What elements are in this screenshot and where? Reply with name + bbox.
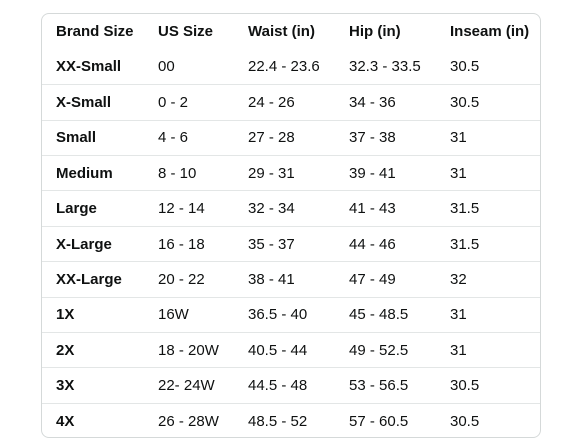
inseam-cell: 31: [436, 296, 540, 333]
hip-cell: 57 - 60.5: [335, 402, 436, 437]
waist-cell: 24 - 26: [234, 84, 335, 121]
inseam-cell: 31.5: [436, 190, 540, 227]
waist-cell: 32 - 34: [234, 190, 335, 227]
brand-size-cell: X-Small: [42, 84, 144, 121]
inseam-cell: 30.5: [436, 84, 540, 121]
waist-cell: 36.5 - 40: [234, 296, 335, 333]
size-chart-table: Brand Size US Size Waist (in) Hip (in) I…: [41, 13, 541, 438]
inseam-cell: 32: [436, 261, 540, 298]
inseam-cell: 31: [436, 119, 540, 156]
table-row: XX-Large 20 - 22 38 - 41 47 - 49 32: [42, 261, 540, 298]
us-size-cell: 22- 24W: [144, 367, 234, 404]
hip-cell: 32.3 - 33.5: [349, 58, 421, 76]
hip-cell: 44 - 46: [335, 225, 436, 262]
table-header-row: Brand Size US Size Waist (in) Hip (in) I…: [42, 14, 540, 49]
table-row: Medium 8 - 10 29 - 31 39 - 41 31: [42, 155, 540, 191]
brand-size-cell: Small: [42, 119, 144, 156]
table-row: 3X 22- 24W 44.5 - 48 53 - 56.5 30.5: [42, 367, 540, 404]
waist-cell: 27 - 28: [234, 119, 335, 156]
brand-size-cell: 4X: [42, 402, 144, 437]
waist-cell: 35 - 37: [234, 225, 335, 262]
table-row: Large 12 - 14 32 - 34 41 - 43 31.5: [42, 190, 540, 227]
us-size-cell: 16W: [144, 296, 234, 333]
header-inseam: Inseam (in): [450, 23, 530, 41]
waist-cell: 22.4 - 23.6: [248, 58, 320, 76]
table-row: X-Small 0 - 2 24 - 26 34 - 36 30.5: [42, 84, 540, 121]
waist-cell: 48.5 - 52: [234, 402, 335, 437]
header-waist: Waist (in): [248, 23, 315, 41]
hip-cell: 45 - 48.5: [335, 296, 436, 333]
brand-size-cell: X-Large: [42, 225, 144, 262]
us-size-cell: 18 - 20W: [144, 332, 234, 368]
table-row: XX-Small 00 22.4 - 23.6 32.3 - 33.5 30.5: [42, 49, 540, 84]
brand-size-cell: 1X: [42, 296, 144, 333]
brand-size-cell: Large: [42, 190, 144, 227]
brand-size-cell: 2X: [42, 332, 144, 368]
brand-size-cell: 3X: [42, 367, 144, 404]
hip-cell: 53 - 56.5: [335, 367, 436, 404]
us-size-cell: 4 - 6: [144, 119, 234, 156]
waist-cell: 40.5 - 44: [234, 332, 335, 368]
hip-cell: 39 - 41: [335, 155, 436, 191]
table-row: 2X 18 - 20W 40.5 - 44 49 - 52.5 31: [42, 332, 540, 368]
table-row: Small 4 - 6 27 - 28 37 - 38 31: [42, 119, 540, 156]
us-size-cell: 20 - 22: [144, 261, 234, 298]
inseam-cell: 30.5: [436, 367, 540, 404]
waist-cell: 29 - 31: [234, 155, 335, 191]
us-size-cell: 16 - 18: [144, 225, 234, 262]
table-row: X-Large 16 - 18 35 - 37 44 - 46 31.5: [42, 225, 540, 262]
us-size-cell: 0 - 2: [144, 84, 234, 121]
inseam-cell: 31.5: [436, 225, 540, 262]
hip-cell: 47 - 49: [335, 261, 436, 298]
inseam-cell: 30.5: [450, 58, 480, 76]
table-row: 1X 16W 36.5 - 40 45 - 48.5 31: [42, 296, 540, 333]
brand-size-cell: Medium: [42, 155, 144, 191]
waist-cell: 44.5 - 48: [234, 367, 335, 404]
us-size-cell: 8 - 10: [144, 155, 234, 191]
header-us-size: US Size: [158, 23, 214, 41]
hip-cell: 41 - 43: [335, 190, 436, 227]
us-size-cell: 00: [158, 58, 175, 76]
waist-cell: 38 - 41: [234, 261, 335, 298]
brand-size-cell: XX-Large: [42, 261, 144, 298]
us-size-cell: 26 - 28W: [144, 402, 234, 437]
size-chart-grid: Brand Size US Size Waist (in) Hip (in) I…: [42, 14, 540, 437]
inseam-cell: 30.5: [436, 402, 540, 437]
brand-size-cell: XX-Small: [56, 58, 122, 76]
us-size-cell: 12 - 14: [144, 190, 234, 227]
hip-cell: 37 - 38: [335, 119, 436, 156]
table-row: 4X 26 - 28W 48.5 - 52 57 - 60.5 30.5: [42, 402, 540, 437]
inseam-cell: 31: [436, 332, 540, 368]
hip-cell: 49 - 52.5: [335, 332, 436, 368]
hip-cell: 34 - 36: [335, 84, 436, 121]
inseam-cell: 31: [436, 155, 540, 191]
header-hip: Hip (in): [349, 23, 401, 41]
header-brand-size: Brand Size: [56, 23, 134, 41]
